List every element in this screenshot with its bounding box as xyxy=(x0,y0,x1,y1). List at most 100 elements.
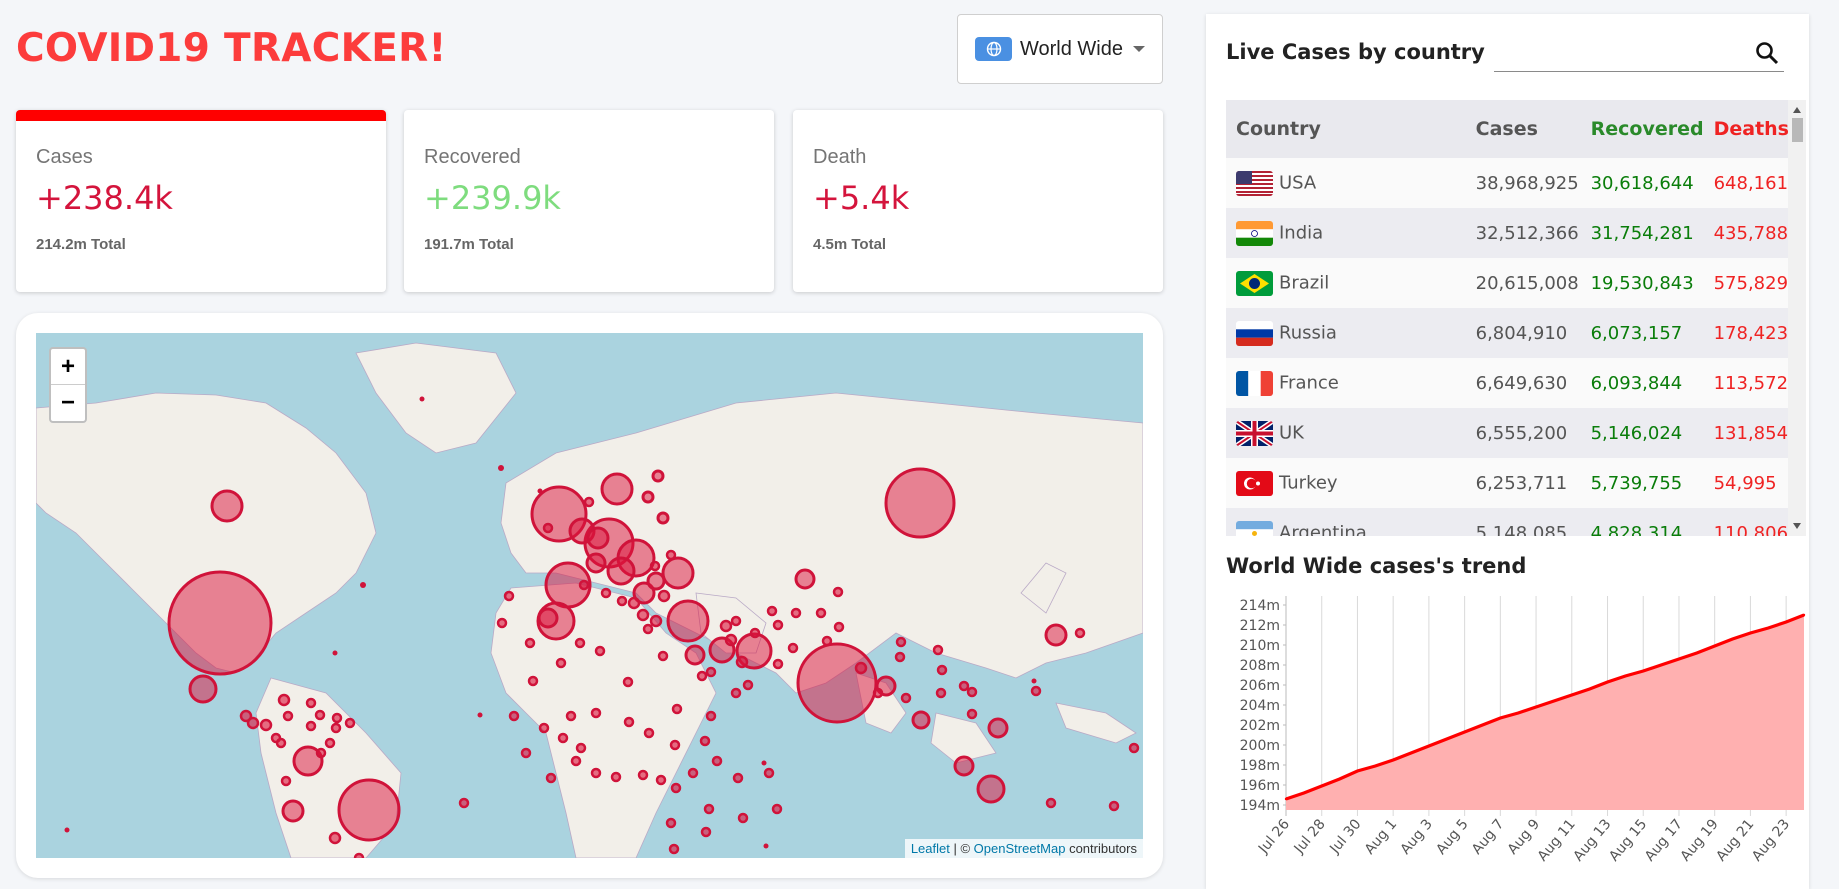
recovered-card-total: 191.7m Total xyxy=(424,236,514,253)
trend-point xyxy=(1517,711,1520,715)
trend-point xyxy=(1391,758,1395,762)
recovered-cell: 5,739,755 xyxy=(1590,472,1683,494)
table-row[interactable]: USA 38,968,925 30,618,644 648,161 xyxy=(1226,158,1789,208)
zoom-control: + − xyxy=(49,347,87,423)
trend-point xyxy=(1695,651,1699,655)
zoom-out-button[interactable]: − xyxy=(60,389,75,416)
cases-cell: 5,148,085 xyxy=(1475,522,1568,537)
trend-point xyxy=(1338,777,1341,781)
table-row[interactable]: Russia 6,804,910 6,073,157 178,423 xyxy=(1226,308,1789,358)
flag-icon-fr xyxy=(1236,370,1273,396)
table-row[interactable]: UK 6,555,200 5,146,024 131,854 xyxy=(1226,408,1789,458)
search-icon[interactable] xyxy=(1754,40,1780,66)
scroll-thumb[interactable] xyxy=(1792,118,1803,142)
cases-card[interactable]: Cases +238.4k 214.2m Total xyxy=(16,110,386,292)
flag-icon-uk xyxy=(1236,420,1273,446)
x-tick-label: Aug 7 xyxy=(1469,816,1507,857)
recovered-cell: 30,618,644 xyxy=(1590,172,1694,194)
table-scrollbar[interactable] xyxy=(1788,100,1806,536)
flag-icon-ru xyxy=(1236,320,1273,346)
country-search-input[interactable] xyxy=(1494,36,1784,72)
table-row[interactable]: India 32,512,366 31,754,281 435,788 xyxy=(1226,208,1789,258)
table-row[interactable]: Turkey 6,253,711 5,739,755 54,995 xyxy=(1226,458,1789,508)
recovered-card-label: Recovered xyxy=(424,146,521,168)
deaths-cell: 575,829 xyxy=(1713,272,1789,294)
trend-point xyxy=(1409,751,1413,755)
recovered-cell: 31,754,281 xyxy=(1590,222,1694,244)
flag-icon-tr xyxy=(1236,470,1273,496)
chevron-down-icon xyxy=(1133,46,1145,52)
trend-point xyxy=(1624,674,1627,678)
flag-icon-ar xyxy=(1236,520,1273,536)
table-row[interactable]: Brazil 20,615,008 19,530,843 575,829 xyxy=(1226,258,1789,308)
deaths-cell: 54,995 xyxy=(1713,472,1777,494)
world-map[interactable]: + − Leaflet | © OpenStreetMap contributo… xyxy=(36,333,1143,858)
x-tick-label: Aug 13 xyxy=(1570,816,1614,864)
cases-cell: 6,555,200 xyxy=(1475,422,1568,444)
trend-point xyxy=(1713,644,1716,648)
recovered-cell: 6,073,157 xyxy=(1590,322,1683,344)
flag-icon-in xyxy=(1236,220,1273,246)
map-attribution: Leaflet | © OpenStreetMap contributors xyxy=(904,839,1143,858)
header-deaths: Deaths xyxy=(1713,118,1789,140)
trend-point xyxy=(1570,693,1573,697)
y-tick-label: 196m xyxy=(1240,778,1280,794)
app-title: COVID19 TRACKER! xyxy=(16,26,447,71)
trend-point xyxy=(1802,613,1806,617)
country-select[interactable]: World Wide xyxy=(957,14,1163,84)
osm-link[interactable]: OpenStreetMap xyxy=(973,841,1066,856)
flag-icon-us xyxy=(1236,170,1273,196)
table-row[interactable]: France 6,649,630 6,093,844 113,572 xyxy=(1226,358,1789,408)
trend-point xyxy=(1427,744,1431,748)
deaths-cell: 131,854 xyxy=(1713,422,1789,444)
x-tick-label: Aug 15 xyxy=(1606,816,1650,864)
country-cell: India xyxy=(1226,208,1466,258)
deaths-cell: 178,423 xyxy=(1713,322,1789,344)
recovered-card[interactable]: Recovered +239.9k 191.7m Total xyxy=(404,110,774,292)
country-cell: Argentina xyxy=(1226,508,1466,536)
country-cell: USA xyxy=(1226,158,1466,208)
x-tick-label: Jul 28 xyxy=(1291,816,1329,857)
attribution-tail: contributors xyxy=(1065,841,1137,856)
live-cases-title: Live Cases by country xyxy=(1226,40,1485,64)
zoom-in-button[interactable]: + xyxy=(51,349,85,385)
recovered-cell: 19,530,843 xyxy=(1590,272,1694,294)
trend-point xyxy=(1481,723,1484,727)
x-tick-label: Aug 17 xyxy=(1642,816,1686,864)
trend-chart: 214m 212m 210m 208m 206m 204m 202m 200m 198m 196m… xyxy=(1240,596,1806,865)
recovered-cell: 6,093,844 xyxy=(1590,372,1683,394)
cases-card-total: 214.2m Total xyxy=(36,236,126,253)
trend-area xyxy=(1286,615,1804,810)
country-cell: Brazil xyxy=(1226,258,1466,308)
x-tick-label: Aug 23 xyxy=(1749,816,1793,864)
y-tick-label: 198m xyxy=(1240,758,1280,774)
country-select-value: World Wide xyxy=(1020,37,1123,60)
scroll-down-arrow-icon[interactable] xyxy=(1793,523,1801,529)
country-name: Russia xyxy=(1279,322,1337,343)
trend-point xyxy=(1588,687,1591,691)
table-row[interactable]: Argentina 5,148,085 4,828,314 110,806 xyxy=(1226,508,1789,536)
recovered-cell: 4,828,314 xyxy=(1590,522,1683,537)
country-name: Brazil xyxy=(1279,272,1330,293)
trend-point xyxy=(1499,716,1502,720)
cases-cell: 20,615,008 xyxy=(1475,272,1579,294)
cases-cell: 6,804,910 xyxy=(1475,322,1568,344)
trend-point xyxy=(1767,626,1770,630)
y-tick-label: 214m xyxy=(1240,598,1280,614)
trend-point xyxy=(1356,769,1359,773)
y-tick-label: 208m xyxy=(1240,658,1280,674)
recovered-card-value: +239.9k xyxy=(424,179,561,217)
x-tick-label: Jul 26 xyxy=(1255,816,1293,857)
leaflet-link[interactable]: Leaflet xyxy=(910,841,950,856)
death-card[interactable]: Death +5.4k 4.5m Total xyxy=(793,110,1163,292)
country-cell: UK xyxy=(1226,408,1466,458)
trend-point xyxy=(1445,737,1448,741)
recovered-cell: 5,146,024 xyxy=(1590,422,1683,444)
deaths-cell: 110,806 xyxy=(1713,522,1789,537)
death-card-total: 4.5m Total xyxy=(813,236,887,253)
y-tick-label: 200m xyxy=(1240,738,1280,754)
live-cases-table: Country Cases Recovered Deaths USA 38,968… xyxy=(1226,100,1806,536)
cases-card-label: Cases xyxy=(36,146,93,168)
trend-point xyxy=(1284,797,1288,801)
scroll-up-arrow-icon[interactable] xyxy=(1793,107,1801,113)
